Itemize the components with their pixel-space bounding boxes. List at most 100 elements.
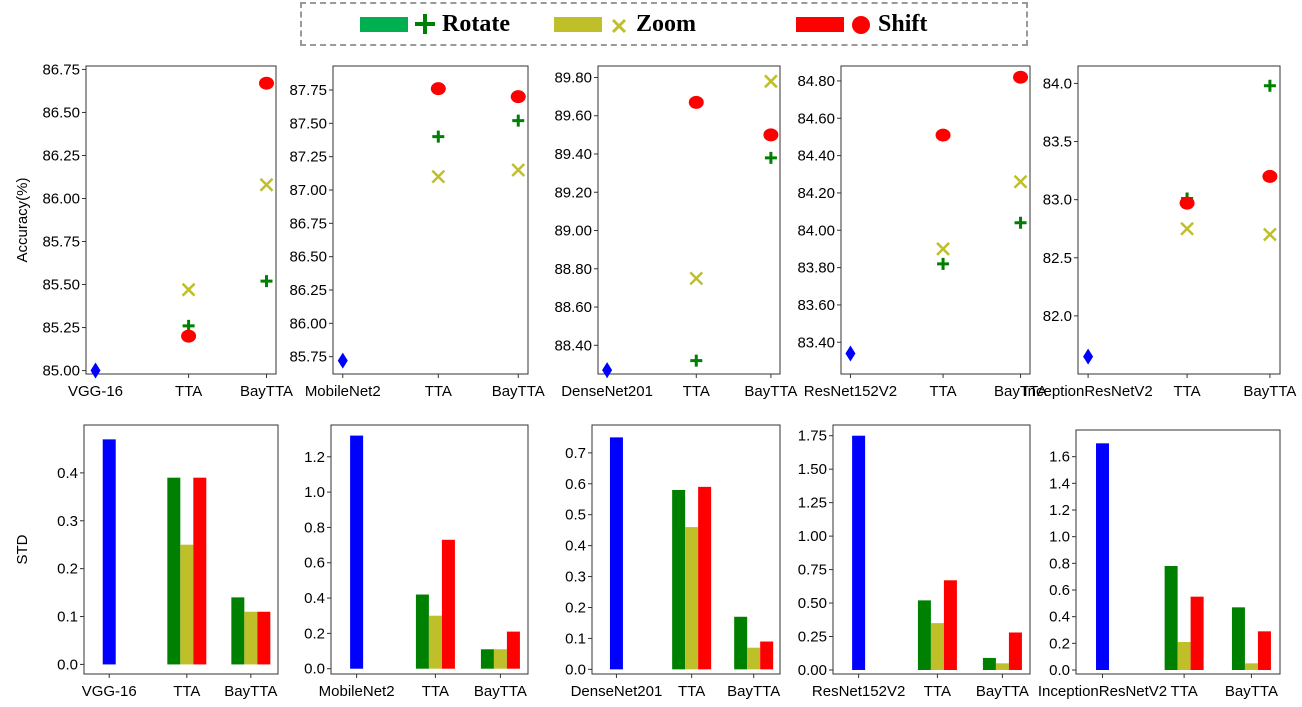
y-tick-label: 0.0	[1049, 662, 1070, 679]
y-tick-label: 89.00	[554, 223, 592, 240]
y-tick-label: 0.25	[798, 629, 827, 646]
y-tick-label: 0.4	[57, 465, 78, 482]
rotate-bar	[672, 489, 686, 670]
y-tick-label: 1.0	[304, 484, 325, 501]
x-tick-label: TTA	[175, 383, 202, 400]
legend-swatch-zoom	[554, 16, 602, 32]
rotate-bar	[1164, 566, 1178, 670]
axes-frame	[597, 65, 781, 375]
y-tick-label: 0.0	[304, 661, 325, 678]
rotate-plus-marker	[432, 130, 445, 143]
y-tick-label: 0.4	[304, 590, 325, 607]
y-tick-label: 0.1	[57, 609, 78, 626]
y-tick-label: 86.00	[289, 315, 327, 332]
zoom-bar	[685, 527, 699, 670]
zoom-x-marker	[936, 242, 950, 256]
shift-bar	[698, 486, 712, 670]
y-tick-label: 0.2	[565, 599, 586, 616]
shift-bar	[1257, 631, 1271, 670]
shift-circle-marker	[688, 95, 704, 109]
legend-item-shift: Shift	[796, 9, 927, 39]
shift-circle-marker	[430, 82, 446, 96]
y-tick-label: 86.50	[42, 104, 80, 121]
rotate-bar	[167, 477, 181, 665]
x-marker-icon	[611, 18, 627, 34]
y-tick-label: 0.4	[1049, 609, 1070, 626]
x-tick-label: TTA	[1171, 683, 1198, 700]
y-tick-label: 86.25	[289, 282, 327, 299]
y-tick-label: 84.40	[797, 148, 835, 165]
x-tick-label: TTA	[422, 683, 449, 700]
y-tick-label: 1.2	[1049, 502, 1070, 519]
base-model-diamond-marker	[845, 345, 856, 362]
shift-bar	[257, 611, 271, 665]
y-tick-label: 87.75	[289, 82, 327, 99]
y-tick-label: 0.7	[565, 445, 586, 462]
y-tick-label: 89.80	[554, 69, 592, 86]
std-panel-0: 0.0 0.1 0.2 0.3 0.4 VGG-16 TTA BayTTA STD	[14, 424, 279, 700]
zoom-bar	[995, 663, 1009, 670]
x-tick-label: VGG-16	[68, 383, 123, 400]
y-tick-label: 89.40	[554, 146, 592, 163]
zoom-x-marker	[1180, 221, 1194, 236]
x-tick-label: MobileNet2	[319, 683, 395, 700]
zoom-x-marker	[1013, 174, 1028, 189]
legend-swatch-rotate	[360, 16, 408, 32]
x-tick-label: TTA	[173, 683, 200, 700]
x-tick-label: TTA	[678, 683, 705, 700]
legend-label-shift: Shift	[878, 10, 928, 37]
axes-frame	[832, 424, 1031, 675]
zoom-x-marker	[764, 74, 778, 89]
x-tick-label: BayTTA	[1225, 683, 1278, 700]
rotate-plus-marker	[937, 257, 950, 270]
shift-circle-marker	[1262, 169, 1278, 183]
y-tick-label: 0.2	[304, 625, 325, 642]
y-tick-label: 0.4	[565, 538, 586, 555]
y-tick-label: 87.00	[289, 182, 327, 199]
shift-circle-marker	[935, 128, 951, 142]
shift-circle-marker	[1179, 196, 1195, 210]
legend-item-rotate: Rotate	[360, 9, 510, 39]
accuracy-panel-0: 85.00 85.25 85.50 85.75 86.00 86.25 86.50 86.75…	[14, 61, 293, 400]
y-tick-label: 0.1	[565, 630, 586, 647]
zoom-bar	[180, 544, 194, 665]
rotate-bar	[415, 594, 429, 669]
circle-marker-icon	[852, 16, 870, 34]
shift-circle-marker	[1013, 70, 1029, 84]
std-panel-3: 0.00 0.25 0.50 0.75 1.00 1.25 1.50 1.75 ResNet15…	[798, 424, 1031, 700]
base-model-bar	[609, 437, 623, 670]
base-model-bar	[852, 435, 866, 670]
zoom-x-marker	[431, 169, 446, 184]
rotate-plus-marker	[1014, 216, 1027, 229]
y-tick-label: 84.80	[797, 73, 835, 90]
y-tick-label: 88.80	[554, 261, 592, 278]
y-tick-label: 0.3	[565, 569, 586, 586]
shift-bar	[760, 641, 774, 670]
x-tick-label: VGG-16	[82, 683, 137, 700]
y-tick-label: 1.0	[1049, 529, 1070, 546]
zoom-bar	[1177, 642, 1191, 670]
x-tick-label: BayTTA	[474, 683, 527, 700]
x-tick-label: ResNet152V2	[812, 683, 905, 700]
y-tick-label: 85.50	[42, 277, 80, 294]
x-tick-label: BayTTA	[727, 683, 780, 700]
legend-swatch-shift	[796, 16, 844, 32]
y-tick-label: 0.75	[798, 562, 827, 579]
y-tick-label: 0.3	[57, 513, 78, 530]
zoom-x-marker	[1263, 227, 1277, 242]
rotate-plus-marker	[690, 354, 703, 367]
accuracy-panel-1: 85.75 86.00 86.25 86.50 86.75 87.00 87.25 87.50…	[289, 65, 545, 400]
y-tick-label: 83.5	[1043, 134, 1072, 151]
shift-bar	[506, 631, 520, 669]
y-tick-label: 86.25	[42, 147, 80, 164]
base-model-diamond-marker	[337, 352, 348, 369]
y-tick-label: 89.20	[554, 184, 592, 201]
x-tick-label: InceptionResNetV2	[1038, 683, 1167, 700]
y-tick-label: 83.80	[797, 260, 835, 277]
axes-frame	[85, 65, 277, 375]
rotate-bar	[480, 649, 494, 669]
y-tick-label: 85.75	[289, 349, 327, 366]
x-tick-label: TTA	[924, 683, 951, 700]
legend-item-zoom: Zoom	[554, 9, 696, 39]
rotate-bar	[734, 616, 748, 670]
